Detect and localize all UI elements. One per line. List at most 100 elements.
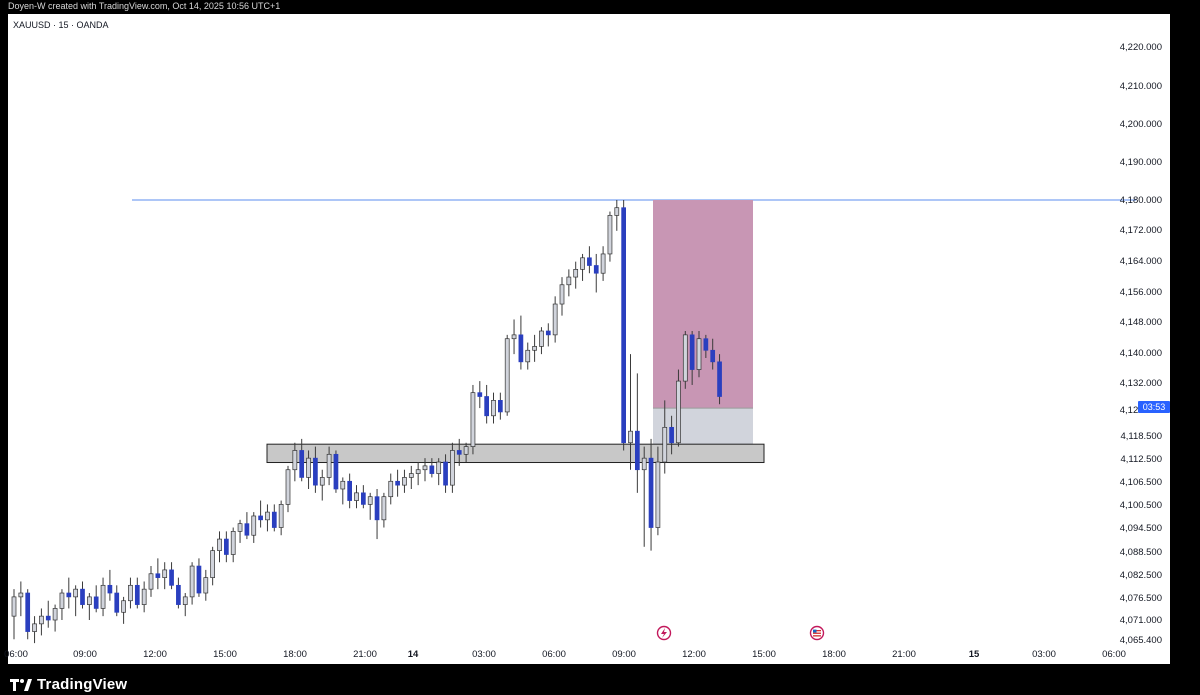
- candle-body: [107, 584, 113, 594]
- candle: [422, 458, 428, 482]
- time-axis: 06:00 09:00 12:00 15:00 18:00 21:00 14 03:00 06:…: [4, 649, 1126, 660]
- candle-body: [662, 426, 668, 463]
- candle: [217, 531, 222, 563]
- candle-body: [141, 588, 147, 605]
- candle-body: [511, 334, 517, 340]
- time-tick-label: 03:00: [1032, 649, 1056, 660]
- candle-body: [319, 477, 325, 486]
- candle: [648, 438, 654, 551]
- candle-body: [189, 565, 195, 598]
- demand-zone-box[interactable]: [266, 443, 765, 464]
- candle: [367, 492, 373, 520]
- candle-body: [11, 596, 17, 617]
- candle-body: [313, 457, 318, 486]
- candle-body: [45, 615, 51, 621]
- candle: [107, 569, 113, 601]
- candle: [148, 566, 154, 597]
- candle-body: [566, 276, 572, 286]
- candle: [210, 546, 215, 586]
- candle: [621, 200, 627, 451]
- candle: [388, 473, 394, 505]
- candle-body: [169, 569, 174, 586]
- candle: [669, 415, 674, 455]
- candle: [518, 315, 524, 370]
- candle-body: [121, 600, 126, 613]
- candle: [703, 334, 709, 358]
- candle: [470, 384, 476, 455]
- candle: [573, 261, 579, 289]
- candle: [340, 477, 346, 505]
- candle-body: [539, 330, 544, 347]
- us-flag-stripe: [813, 630, 821, 632]
- candle: [189, 562, 195, 605]
- candle: [313, 446, 318, 493]
- candle: [224, 531, 229, 563]
- candle: [11, 589, 17, 640]
- candle-body: [66, 592, 72, 598]
- candle-body: [32, 623, 37, 632]
- candle-body: [224, 538, 229, 555]
- candle-body: [80, 588, 85, 605]
- candle-body: [299, 450, 305, 478]
- us-flag-event-icon[interactable]: [809, 625, 825, 641]
- candle: [354, 485, 359, 509]
- price-tick-label: 4,118.500: [1120, 431, 1162, 442]
- candle: [614, 200, 620, 231]
- stop-loss-zone[interactable]: [653, 200, 753, 409]
- candle: [552, 296, 558, 343]
- current-price-tag: [1138, 401, 1170, 413]
- candle-body: [703, 338, 709, 351]
- candle-body: [456, 450, 462, 455]
- candle: [121, 596, 126, 624]
- footer-bar: [0, 664, 1200, 695]
- candle-body: [114, 592, 120, 613]
- price-tick-label: 4,140.000: [1120, 348, 1162, 359]
- candle-body: [518, 334, 524, 363]
- candle-body: [203, 577, 209, 594]
- candle: [333, 450, 339, 493]
- candle-body: [470, 392, 476, 447]
- candle-body: [600, 253, 606, 274]
- candle: [600, 246, 606, 281]
- candle-body: [477, 392, 483, 397]
- candle: [566, 269, 572, 297]
- candle: [237, 519, 243, 543]
- candle: [395, 469, 400, 497]
- candle: [306, 450, 311, 489]
- candle-body: [374, 496, 380, 521]
- price-tick-label: 4,112.500: [1120, 454, 1162, 465]
- candle-body: [292, 450, 298, 471]
- candle: [52, 604, 58, 632]
- candle: [456, 438, 462, 466]
- lightning-event-icon[interactable]: [656, 625, 672, 641]
- candle-body: [196, 565, 202, 594]
- candle-body: [573, 269, 579, 278]
- time-tick-label: 15:00: [213, 649, 237, 660]
- candle: [402, 469, 407, 493]
- candle: [593, 253, 599, 293]
- candle: [258, 500, 263, 528]
- candle-body: [395, 480, 400, 486]
- candle: [134, 577, 140, 609]
- candle-body: [484, 396, 489, 417]
- chart-frame[interactable]: [8, 14, 1170, 664]
- time-tick-label: 12:00: [143, 649, 167, 660]
- candle-body: [278, 504, 284, 528]
- time-tick-label: 09:00: [612, 649, 636, 660]
- price-tick-label: 4,082.500: [1120, 570, 1162, 581]
- candle: [182, 593, 188, 617]
- price-tick-label: 4,148.000: [1120, 317, 1162, 328]
- candle: [93, 585, 99, 613]
- take-profit-zone[interactable]: [653, 408, 753, 445]
- candle-body: [59, 592, 65, 609]
- candle-body: [628, 430, 633, 444]
- events-layer: [656, 625, 825, 641]
- candle-body: [422, 465, 428, 471]
- candle-body: [559, 284, 565, 305]
- price-axis: 4,220.000 4,210.000 4,200.000 4,190.000 4,18…: [1120, 42, 1170, 646]
- candle-body: [285, 469, 291, 505]
- candle-body: [326, 453, 332, 478]
- time-tick-label: 18:00: [822, 649, 846, 660]
- candle: [203, 569, 209, 601]
